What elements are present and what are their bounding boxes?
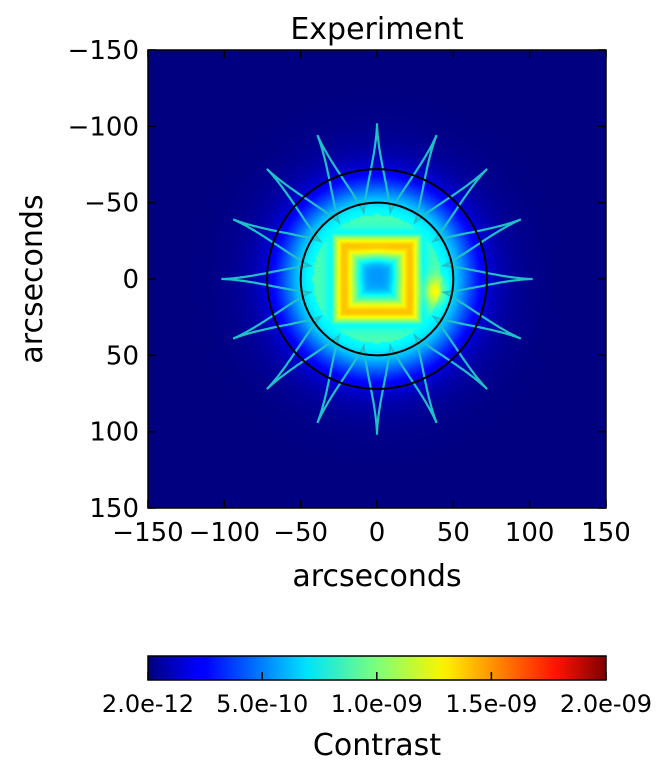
x-tick-label: 150 (581, 518, 631, 548)
colorbar-tick-label: 2.0e-12 (102, 690, 194, 718)
colorbar-tick-label: 2.0e-09 (560, 690, 652, 718)
x-axis-ticks: −150 −100 −50 0 50 100 150 (112, 50, 631, 548)
y-tick-label: 50 (106, 341, 139, 371)
colorbar-tick-label: 5.0e-10 (216, 690, 308, 718)
x-tick-label: 50 (437, 518, 470, 548)
colorbar-tick-label: 1.0e-09 (331, 690, 423, 718)
colorbar-label: Contrast (313, 728, 441, 762)
x-tick-label: −150 (112, 518, 183, 548)
y-tick-label: 150 (89, 494, 139, 524)
y-tick-label: −50 (84, 189, 139, 219)
outer-circle (266, 168, 488, 390)
inner-circle (299, 201, 455, 357)
x-tick-label: −50 (273, 518, 328, 548)
y-tick-label: 0 (122, 265, 139, 295)
y-tick-label: −100 (68, 112, 139, 142)
starshade-outline (221, 123, 533, 435)
starshade-petals (221, 123, 533, 435)
x-tick-label: −100 (189, 518, 260, 548)
chart-title: Experiment (290, 12, 464, 47)
y-axis-label: arcseconds (15, 194, 50, 363)
annulus-circles (266, 168, 488, 390)
colorbar-ticks: 2.0e-12 5.0e-10 1.0e-09 1.5e-09 2.0e-09 (102, 672, 652, 718)
y-tick-label: 100 (89, 418, 139, 448)
y-tick-label: −150 (68, 36, 139, 66)
x-tick-label: 100 (505, 518, 555, 548)
x-tick-label: 0 (369, 518, 386, 548)
colorbar: 2.0e-12 5.0e-10 1.0e-09 1.5e-09 2.0e-09 Cont… (102, 655, 652, 762)
y-axis-ticks: −150 −100 −50 0 50 100 150 (68, 36, 606, 524)
x-axis-label: arcseconds (292, 559, 461, 594)
plot-area: −150 −100 −50 0 50 100 150 −150−100−5005010015… (68, 36, 631, 548)
colorbar-tick-label: 1.5e-09 (445, 690, 537, 718)
contrast-heatmap (148, 50, 606, 508)
